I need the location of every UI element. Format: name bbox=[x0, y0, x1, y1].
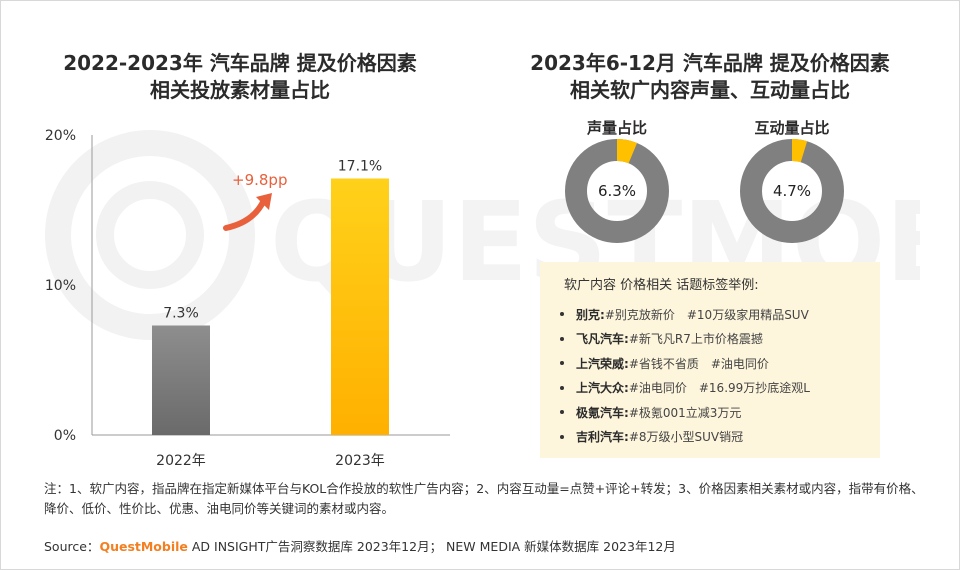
source-prefix: Source： bbox=[44, 539, 100, 554]
tag-text: #8万级小型SUV销冠 bbox=[628, 430, 744, 445]
increase-arrow-icon bbox=[223, 197, 267, 231]
y-tick-label-0: 0% bbox=[54, 428, 76, 444]
right-title-line-1: 2023年6-12月 汽车品牌 提及价格因素 bbox=[530, 51, 890, 75]
source-brand: QuestMobile bbox=[99, 539, 188, 554]
interaction-donut-slice bbox=[791, 138, 808, 163]
bar-value-label: 17.1% bbox=[338, 159, 382, 175]
tag-brand: 上汽荣威: bbox=[576, 356, 629, 371]
left-chart-title: 2022-2023年 汽车品牌 提及价格因素 相关投放素材量占比 bbox=[30, 50, 450, 104]
bullet-icon bbox=[560, 434, 564, 439]
y-tick-label-10: 10% bbox=[45, 278, 76, 294]
y-tick-label-20: 20% bbox=[45, 128, 76, 144]
increase-arrow-head-icon bbox=[256, 193, 272, 210]
interaction-share-value: 4.7% bbox=[772, 182, 812, 200]
source-rest: AD INSIGHT广告洞察数据库 2023年12月； NEW MEDIA 新媒… bbox=[187, 539, 676, 554]
tag-brand: 上汽大众: bbox=[576, 381, 629, 396]
topic-tag-box: 软广内容 价格相关 话题标签举例: 别克: #别克放新价 #10万级家用精品SUV… bbox=[540, 262, 880, 458]
bar-2023年 bbox=[331, 178, 389, 435]
x-category-label: 2022年 bbox=[156, 453, 206, 469]
x-category-label: 2023年 bbox=[335, 453, 385, 469]
tag-text: #别克放新价 #10万级家用精品SUV bbox=[604, 307, 809, 322]
tag-brand: 吉利汽车: bbox=[576, 430, 629, 445]
tag-brand: 极氪汽车: bbox=[576, 405, 629, 420]
tag-text: #省钱不省质 #油电同价 bbox=[628, 356, 769, 371]
left-title-line-1: 2022-2023年 汽车品牌 提及价格因素 bbox=[63, 51, 417, 75]
right-title-line-2: 相关软广内容声量、互动量占比 bbox=[570, 78, 850, 102]
list-item: 上汽大众: #油电同价 #16.99万抄底途观L bbox=[560, 376, 810, 401]
bullet-icon bbox=[560, 385, 564, 390]
list-item: 极氪汽车: #极氪001立减3万元 bbox=[560, 400, 810, 425]
volume-donut-slice bbox=[616, 139, 638, 164]
tag-box-heading: 软广内容 价格相关 话题标签举例: bbox=[564, 278, 759, 293]
bullet-icon bbox=[560, 361, 564, 366]
list-item: 飞凡汽车: #新飞凡R7上市价格震撼 bbox=[560, 327, 810, 352]
tag-brand: 飞凡汽车: bbox=[576, 332, 629, 347]
bullet-icon bbox=[560, 410, 564, 415]
footnote: 注：1、软广内容，指品牌在指定新媒体平台与KOL合作投放的软性广告内容；2、内容… bbox=[44, 481, 924, 516]
volume-share-donut bbox=[565, 139, 669, 243]
tag-text: #极氪001立减3万元 bbox=[628, 405, 742, 420]
bar-chart: 0% 10% 20% 7.3% 2022年 17.1% 2023年 +9.8pp bbox=[45, 128, 450, 469]
bars-group: 7.3% 2022年 17.1% 2023年 bbox=[152, 159, 389, 469]
tag-list: 别克: #别克放新价 #10万级家用精品SUV 飞凡汽车: #新飞凡R7上市价格震撼… bbox=[560, 302, 810, 449]
bar-value-label: 7.3% bbox=[163, 306, 199, 322]
list-item: 别克: #别克放新价 #10万级家用精品SUV bbox=[560, 302, 810, 327]
tag-brand: 别克: bbox=[576, 307, 605, 322]
right-chart-title: 2023年6-12月 汽车品牌 提及价格因素 相关软广内容声量、互动量占比 bbox=[490, 50, 930, 104]
list-item: 上汽荣威: #省钱不省质 #油电同价 bbox=[560, 351, 810, 376]
volume-share-title: 声量占比 bbox=[586, 119, 647, 137]
bullet-icon bbox=[560, 336, 564, 341]
bar-2022年 bbox=[152, 325, 210, 435]
increase-annotation: +9.8pp bbox=[232, 171, 287, 189]
source-line: Source：QuestMobile AD INSIGHT广告洞察数据库 202… bbox=[44, 536, 676, 555]
tag-text: #新飞凡R7上市价格震撼 bbox=[628, 332, 763, 347]
left-title-line-2: 相关投放素材量占比 bbox=[150, 78, 330, 102]
volume-share-value: 6.3% bbox=[597, 182, 637, 200]
tag-text: #油电同价 #16.99万抄底途观L bbox=[628, 381, 810, 396]
list-item: 吉利汽车: #8万级小型SUV销冠 bbox=[560, 425, 810, 450]
interaction-share-donut bbox=[740, 138, 844, 243]
interaction-share-title: 互动量占比 bbox=[754, 119, 830, 137]
bullet-icon bbox=[560, 312, 564, 317]
